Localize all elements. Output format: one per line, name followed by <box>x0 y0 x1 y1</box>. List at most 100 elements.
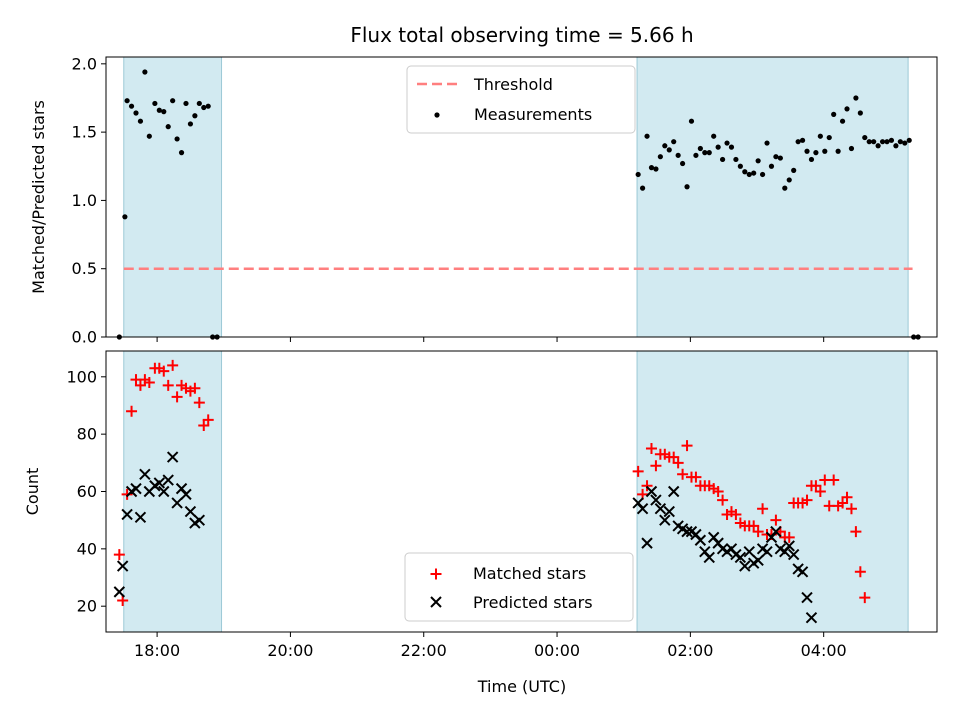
measurement-point <box>146 133 152 139</box>
predicted-star-point <box>636 502 649 515</box>
top-y-tick-label: 0.0 <box>72 328 97 347</box>
matched-star-point <box>117 594 129 606</box>
measurement-point <box>174 136 180 142</box>
measurement-point <box>684 184 690 190</box>
matched-star-point <box>121 488 133 500</box>
measurement-point <box>764 140 770 146</box>
predicted-star-point <box>130 482 142 495</box>
measurement-point <box>675 152 681 158</box>
measurement-point <box>773 154 779 160</box>
predicted-star-point <box>180 488 192 501</box>
measurement-point <box>719 156 726 163</box>
measurement-point <box>183 100 189 107</box>
top-y-tick-label: 2.0 <box>72 54 97 73</box>
bottom-y-tick-label: 100 <box>66 367 97 386</box>
matched-star-point <box>143 377 155 389</box>
measurement-point <box>804 148 810 154</box>
matched-star-point <box>641 480 653 492</box>
measurement-point <box>122 214 128 220</box>
chart-title: Flux total observing time = 5.66 h <box>350 23 693 47</box>
predicted-star-point <box>139 468 151 481</box>
matched-star-point <box>202 414 214 426</box>
predicted-star-point <box>703 551 715 564</box>
measurement-point <box>888 137 895 143</box>
predicted-star-point <box>743 546 755 558</box>
measurement-point <box>639 185 646 191</box>
measurement-point <box>192 113 198 119</box>
legend-threshold-label: Threshold <box>473 75 553 94</box>
x-tick-label: 18:00 <box>134 641 180 660</box>
top-y-tick-label: 1.0 <box>72 191 97 210</box>
top-observing-window <box>123 56 223 338</box>
measurement-point <box>715 144 721 150</box>
measurement-point <box>844 106 850 112</box>
legend-measurements-swatch <box>434 112 440 118</box>
measurement-point <box>142 69 148 75</box>
measurement-point <box>697 145 703 152</box>
measurement-point <box>831 111 837 117</box>
measurement-point <box>635 171 641 178</box>
top-y-tick-label: 1.5 <box>72 123 97 142</box>
predicted-star-point <box>184 505 197 518</box>
measurement-point <box>893 143 899 149</box>
x-axis-label: Time (UTC) <box>477 677 566 696</box>
predicted-star-point <box>121 508 133 521</box>
measurement-point <box>178 150 185 156</box>
matched-star-point <box>632 465 644 477</box>
measurement-point <box>817 133 823 139</box>
predicted-star-point <box>681 525 693 538</box>
measurement-point <box>871 139 877 145</box>
measurement-point <box>152 100 158 107</box>
bottom-y-tick-label: 60 <box>77 482 97 501</box>
measurement-point <box>879 139 886 145</box>
measurement-point <box>813 150 819 156</box>
measurement-point <box>679 160 686 167</box>
measurement-point <box>128 103 135 109</box>
measurement-point <box>156 107 162 113</box>
legend-measurements-label: Measurements <box>474 105 592 124</box>
predicted-star-point <box>796 566 809 578</box>
predicted-star-point <box>734 551 747 564</box>
measurement-point <box>711 133 717 139</box>
matched-star-point <box>650 460 662 472</box>
matched-star-point <box>677 468 689 480</box>
measurement-point <box>839 118 846 124</box>
matched-star-point <box>810 480 822 492</box>
predicted-star-point <box>663 505 675 518</box>
predicted-star-point <box>641 537 653 549</box>
predicted-star-point <box>116 560 129 572</box>
x-tick-label: 22:00 <box>401 641 447 660</box>
matched-star-point <box>801 494 813 506</box>
matched-star-point <box>837 497 849 509</box>
measurement-point <box>835 148 841 154</box>
measurement-point <box>728 144 735 150</box>
matched-star-point <box>850 526 862 538</box>
measurement-point <box>653 166 659 172</box>
matched-star-point <box>681 440 693 452</box>
predicted-star-point <box>645 485 658 498</box>
x-tick-label: 20:00 <box>267 641 313 660</box>
matched-star-point <box>668 451 680 463</box>
matched-star-point <box>113 549 125 561</box>
measurement-point <box>866 139 872 145</box>
measurement-point <box>161 109 167 115</box>
predicted-star-point <box>694 534 707 546</box>
measurement-point <box>751 170 757 176</box>
measurement-point <box>137 118 144 124</box>
bottom-observing-window <box>636 350 909 633</box>
matched-star-point <box>752 526 764 538</box>
matched-star-point <box>783 531 795 543</box>
matched-star-point <box>198 420 210 432</box>
measurement-point <box>657 154 663 160</box>
bottom-y-axis-label: Count <box>23 468 42 516</box>
bottom-legend-box <box>404 552 634 622</box>
matched-star-point <box>672 457 684 469</box>
measurement-point <box>799 137 806 143</box>
measurement-point <box>733 156 739 163</box>
measurement-point <box>187 121 194 127</box>
matched-star-point <box>167 359 179 371</box>
measurement-point <box>724 140 730 146</box>
predicted-star-point <box>770 525 782 538</box>
measurement-point <box>737 163 743 169</box>
matched-star-point <box>134 379 146 391</box>
